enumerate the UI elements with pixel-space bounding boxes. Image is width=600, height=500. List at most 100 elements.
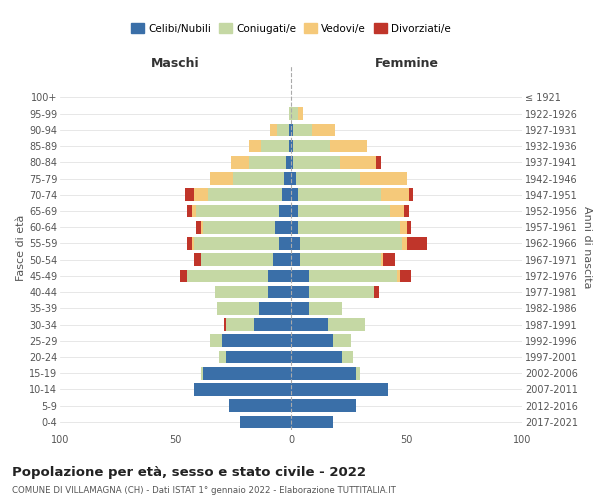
Text: COMUNE DI VILLAMAGNA (CH) - Dati ISTAT 1° gennaio 2022 - Elaborazione TUTTITALIA: COMUNE DI VILLAMAGNA (CH) - Dati ISTAT 1… [12, 486, 396, 495]
Bar [229, 400, 291, 412]
Bar [404, 204, 409, 218]
Bar [291, 318, 328, 331]
Y-axis label: Anni di nascita: Anni di nascita [581, 206, 592, 289]
Bar [407, 237, 427, 250]
Bar [391, 204, 404, 218]
Bar [194, 188, 208, 201]
Bar [268, 270, 291, 282]
Bar [291, 416, 332, 428]
Bar [298, 221, 400, 234]
Bar [400, 221, 407, 234]
Bar [310, 302, 342, 314]
Bar [194, 254, 201, 266]
Bar [291, 302, 310, 314]
Bar [191, 237, 194, 250]
Bar [194, 383, 291, 396]
Bar [286, 156, 291, 168]
Bar [196, 204, 280, 218]
Bar [187, 270, 268, 282]
Bar [291, 156, 293, 168]
Bar [291, 270, 310, 282]
Bar [226, 350, 291, 364]
Bar [397, 270, 400, 282]
Bar [194, 237, 280, 250]
Bar [342, 350, 353, 364]
Bar [296, 172, 360, 185]
Bar [280, 204, 291, 218]
Bar [300, 237, 402, 250]
Bar [224, 318, 226, 331]
Bar [240, 416, 291, 428]
Bar [203, 367, 291, 380]
Bar [217, 302, 259, 314]
Bar [381, 188, 409, 201]
Bar [291, 172, 296, 185]
Bar [215, 286, 268, 298]
Bar [231, 156, 250, 168]
Bar [374, 286, 379, 298]
Bar [250, 156, 286, 168]
Bar [210, 334, 222, 347]
Bar [400, 270, 411, 282]
Bar [293, 124, 312, 136]
Bar [291, 124, 293, 136]
Bar [298, 204, 391, 218]
Bar [196, 221, 201, 234]
Bar [289, 108, 291, 120]
Bar [291, 334, 332, 347]
Bar [340, 156, 376, 168]
Bar [210, 172, 233, 185]
Bar [233, 172, 284, 185]
Bar [254, 318, 291, 331]
Bar [291, 350, 342, 364]
Bar [284, 172, 291, 185]
Bar [250, 140, 261, 152]
Bar [383, 254, 395, 266]
Bar [360, 172, 407, 185]
Bar [208, 188, 282, 201]
Bar [180, 270, 187, 282]
Bar [293, 140, 330, 152]
Bar [272, 254, 291, 266]
Bar [220, 350, 226, 364]
Text: Maschi: Maschi [151, 57, 200, 70]
Bar [298, 108, 302, 120]
Bar [300, 254, 381, 266]
Y-axis label: Fasce di età: Fasce di età [16, 214, 26, 280]
Bar [191, 204, 196, 218]
Bar [259, 302, 291, 314]
Bar [330, 140, 367, 152]
Bar [293, 156, 340, 168]
Bar [203, 221, 275, 234]
Text: Femmine: Femmine [374, 57, 439, 70]
Bar [187, 204, 191, 218]
Bar [356, 367, 360, 380]
Bar [310, 270, 397, 282]
Bar [201, 221, 203, 234]
Bar [289, 140, 291, 152]
Bar [226, 318, 254, 331]
Legend: Celibi/Nubili, Coniugati/e, Vedovi/e, Divorziati/e: Celibi/Nubili, Coniugati/e, Vedovi/e, Di… [127, 19, 455, 38]
Bar [376, 156, 381, 168]
Bar [201, 367, 203, 380]
Bar [298, 188, 381, 201]
Bar [402, 237, 407, 250]
Bar [291, 254, 300, 266]
Bar [291, 204, 298, 218]
Bar [282, 188, 291, 201]
Bar [291, 400, 356, 412]
Bar [187, 237, 191, 250]
Bar [310, 286, 374, 298]
Bar [268, 286, 291, 298]
Bar [328, 318, 365, 331]
Bar [291, 108, 298, 120]
Bar [275, 221, 291, 234]
Bar [201, 254, 272, 266]
Bar [291, 237, 300, 250]
Bar [261, 140, 289, 152]
Bar [291, 140, 293, 152]
Bar [289, 124, 291, 136]
Bar [381, 254, 383, 266]
Bar [222, 334, 291, 347]
Text: Popolazione per età, sesso e stato civile - 2022: Popolazione per età, sesso e stato civil… [12, 466, 366, 479]
